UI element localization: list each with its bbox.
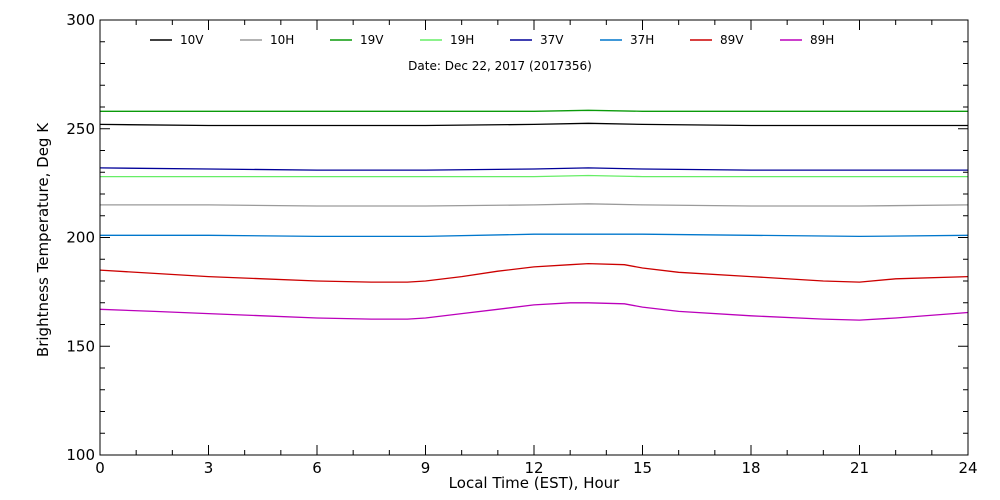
series-line-89v bbox=[99, 262, 969, 283]
x-tick-label: 18 bbox=[741, 459, 760, 477]
series-line-10h bbox=[100, 203, 969, 207]
series-line-10v bbox=[99, 122, 968, 127]
legend-label-19v: 19V bbox=[360, 33, 384, 47]
y-tick-label: 100 bbox=[66, 446, 95, 464]
series-line-89h bbox=[99, 302, 969, 321]
y-tick-label: 300 bbox=[66, 11, 95, 29]
series-line-19v bbox=[100, 109, 968, 112]
legend-label-37h: 37H bbox=[630, 33, 654, 47]
legend-label-19h: 19H bbox=[450, 33, 474, 47]
tick-labels: 0 3 6 9 12 15 18 21 24 100 150 200 250 300 bbox=[66, 11, 977, 477]
axis-ticks bbox=[99, 19, 969, 456]
legend-label-10v: 10V bbox=[180, 33, 204, 47]
x-axis-title: Local Time (EST), Hour bbox=[449, 474, 620, 492]
x-tick-label: 21 bbox=[850, 459, 869, 477]
x-tick-label: 3 bbox=[204, 459, 214, 477]
legend-label-10h: 10H bbox=[270, 33, 294, 47]
legend: 10V 10H 19V 19H 37V 37H 89V 89H bbox=[150, 33, 834, 47]
y-tick-label: 200 bbox=[66, 229, 95, 247]
series-line-19h bbox=[100, 174, 968, 178]
series-line-37h bbox=[100, 233, 969, 238]
legend-label-89h: 89H bbox=[810, 33, 834, 47]
date-annotation: Date: Dec 22, 2017 (2017356) bbox=[408, 59, 592, 73]
y-tick-label: 250 bbox=[66, 120, 95, 138]
x-tick-label: 24 bbox=[958, 459, 977, 477]
x-tick-label: 12 bbox=[524, 459, 543, 477]
x-tick-label: 9 bbox=[421, 459, 431, 477]
x-tick-label: 0 bbox=[95, 459, 105, 477]
legend-label-37v: 37V bbox=[540, 33, 564, 47]
series-line-37v bbox=[99, 167, 968, 171]
series-lines bbox=[99, 109, 969, 321]
y-axis-title: Brightness Temperature, Deg K bbox=[34, 122, 52, 357]
y-tick-label: 150 bbox=[66, 337, 95, 355]
x-tick-label: 6 bbox=[312, 459, 322, 477]
legend-label-89v: 89V bbox=[720, 33, 744, 47]
x-tick-label: 15 bbox=[633, 459, 652, 477]
plot-frame bbox=[99, 19, 969, 456]
